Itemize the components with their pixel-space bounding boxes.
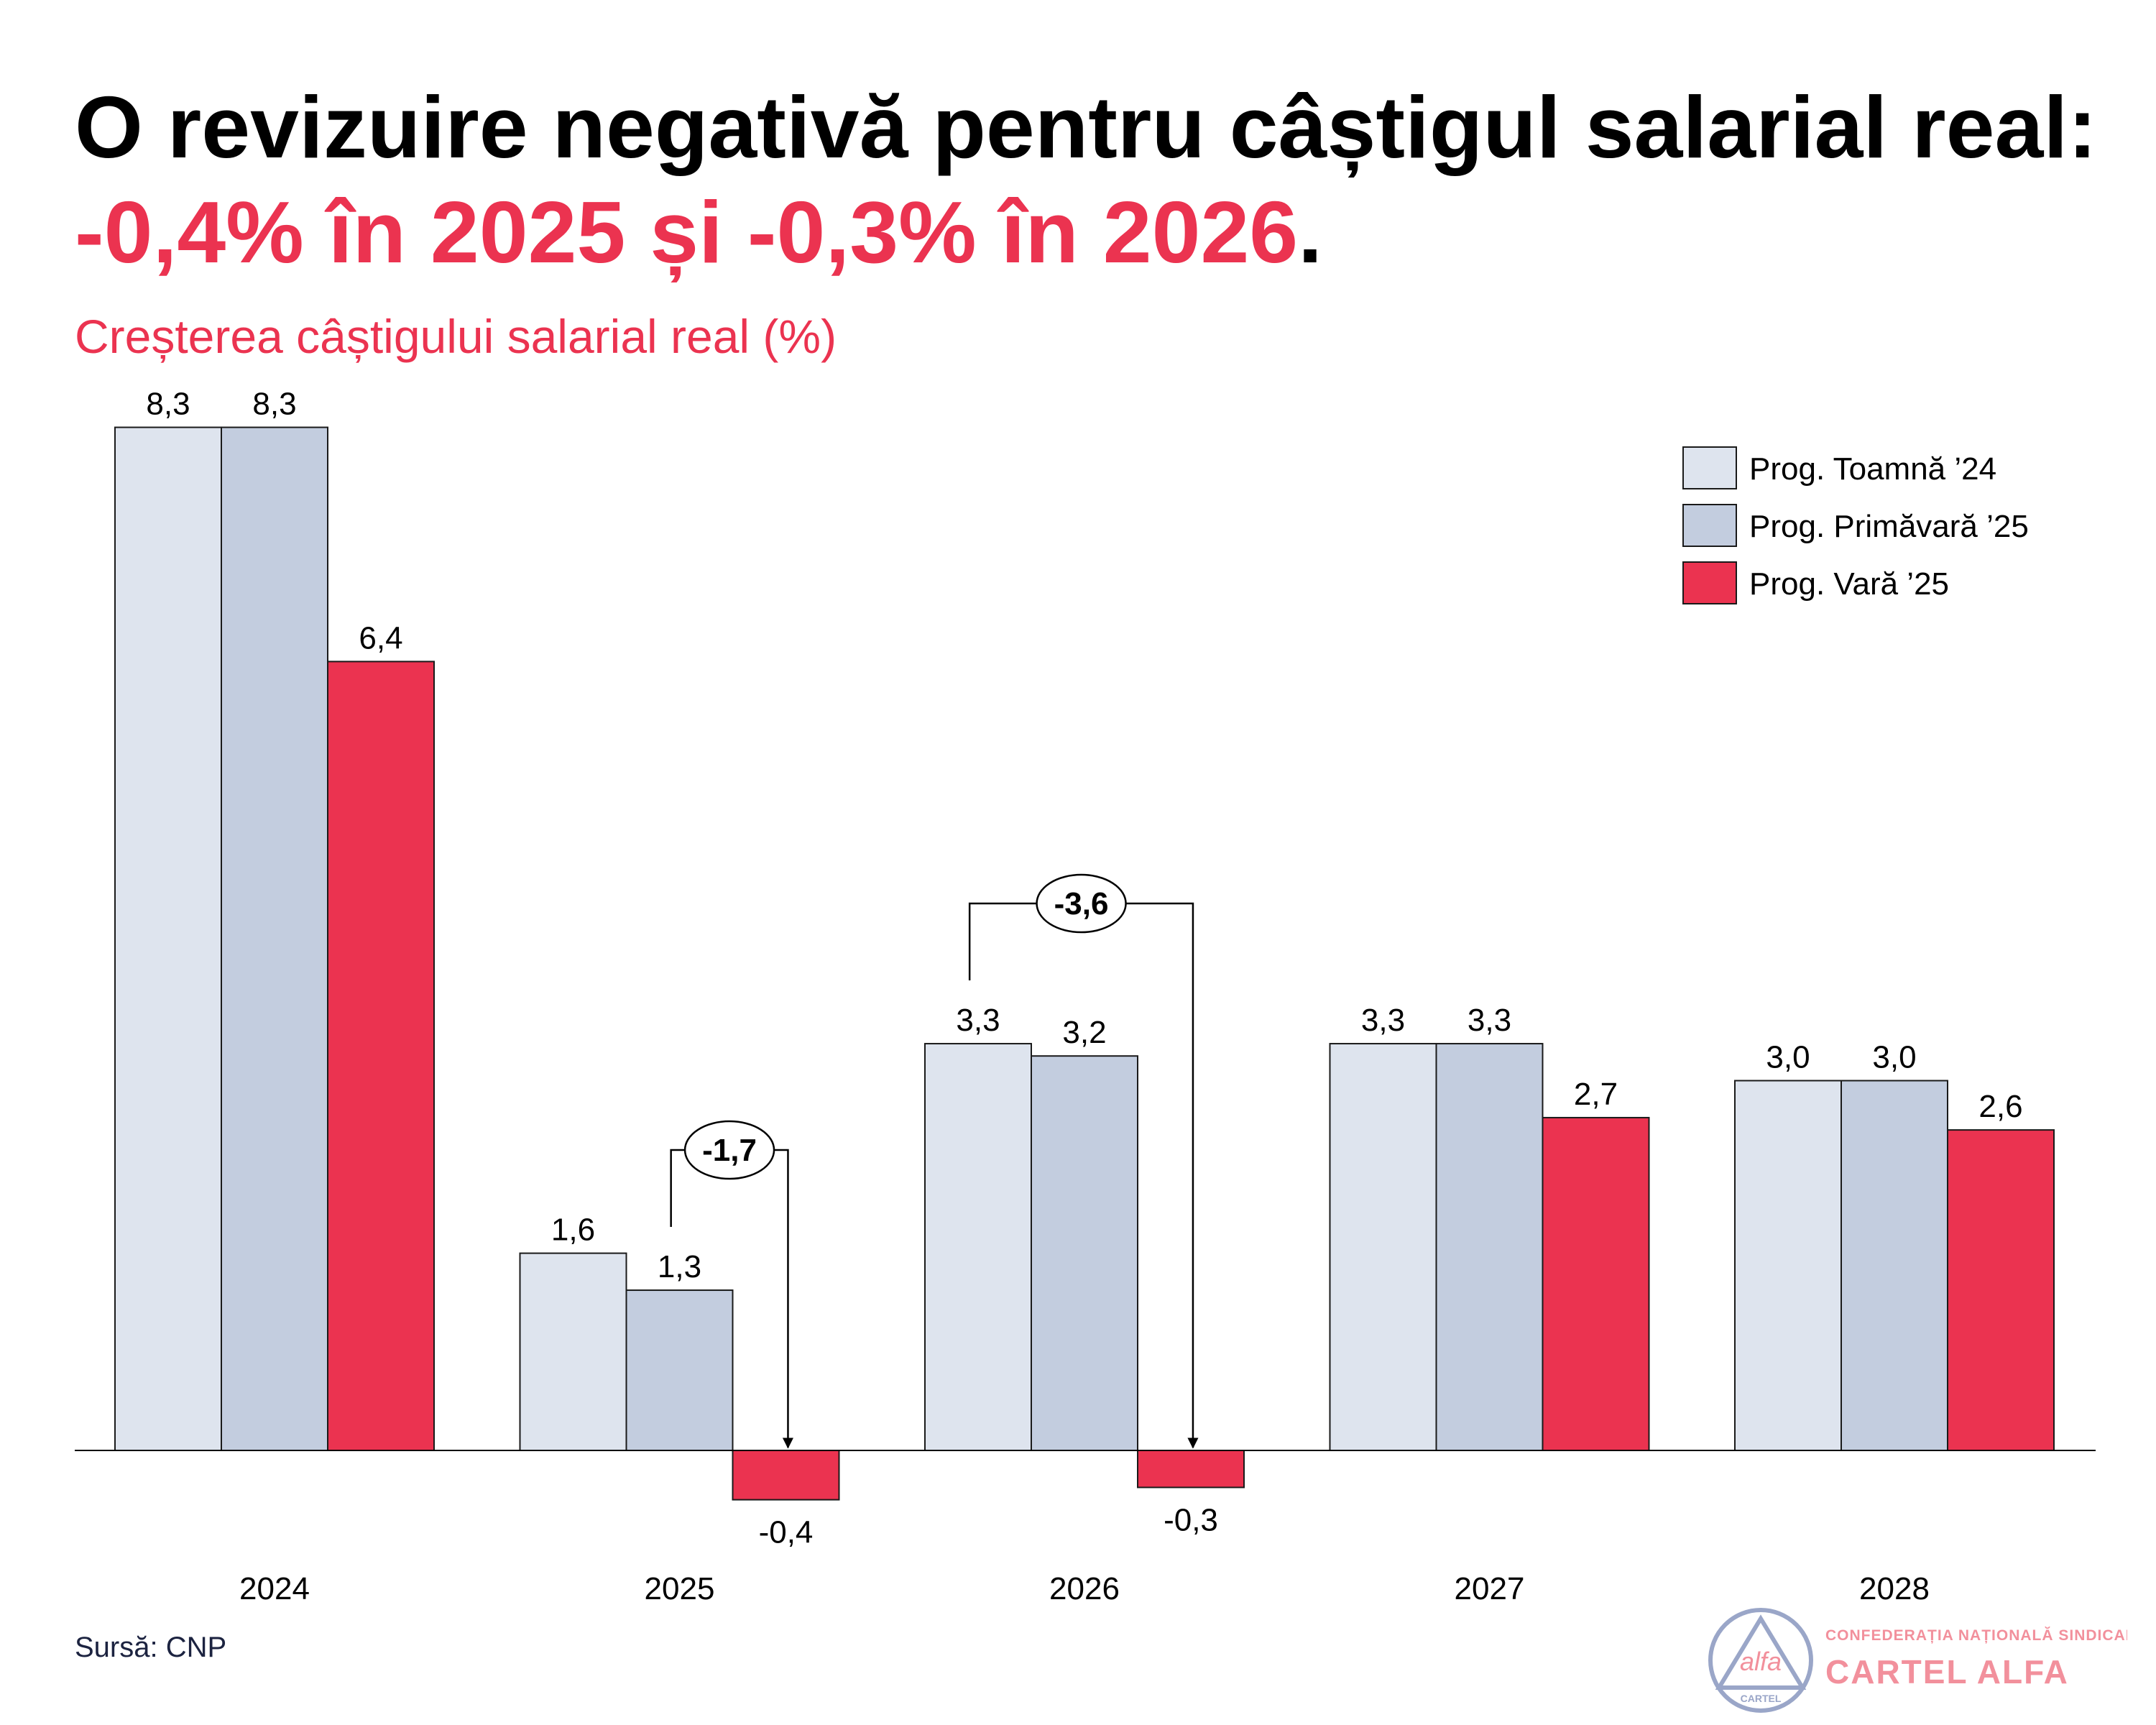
data-label: 3,2: [1062, 1015, 1106, 1050]
logo-org-line: CONFEDERAȚIA NAȚIONALĂ SINDICALĂ: [1825, 1627, 2127, 1644]
logo-emblem-icon: alfa CARTEL: [1708, 1608, 1813, 1713]
x-tick-label: 2028: [1859, 1571, 1930, 1606]
data-label: 6,4: [359, 620, 402, 656]
legend-swatch: [1682, 504, 1737, 547]
data-label: -0,3: [1164, 1502, 1218, 1537]
bar: [625, 1289, 734, 1452]
title-text: O revizuire negativă pentru câștigul sal…: [75, 78, 2097, 176]
logo-emblem-small: CARTEL: [1741, 1693, 1782, 1704]
legend-swatch: [1682, 561, 1737, 604]
logo-name: CARTEL ALFA: [1825, 1653, 2069, 1690]
legend-label: Prog. Toamnă ’24: [1749, 451, 1996, 487]
legend-label: Prog. Vară ’25: [1749, 566, 1949, 602]
x-tick-label: 2025: [645, 1571, 715, 1606]
data-label: 3,3: [1468, 1003, 1511, 1038]
bar: [924, 1043, 1032, 1452]
bar: [1329, 1043, 1437, 1452]
bar: [732, 1450, 840, 1501]
title-highlight: -0,4% în 2025 și -0,3% în 2026: [75, 183, 1299, 281]
source-note: Sursă: CNP: [75, 1632, 227, 1663]
title-end: .: [1298, 183, 1323, 281]
data-label: 3,0: [1766, 1040, 1810, 1075]
x-tick-label: 2027: [1455, 1571, 1525, 1606]
data-label: -0,4: [759, 1515, 814, 1550]
data-label: 3,3: [1361, 1003, 1405, 1038]
bar: [519, 1252, 627, 1451]
data-label: 2,6: [1978, 1089, 2022, 1124]
data-label: 8,3: [252, 387, 296, 422]
bar: [221, 426, 328, 1451]
difference-label: -1,7: [702, 1133, 757, 1168]
legend-swatch: [1682, 446, 1737, 489]
bar: [114, 426, 222, 1451]
bar-chart: 8,3 1,6 3,3 3,3 3,0 8,3 1,3 3,2 3,3 3,0 6,4 -0,4 -0,…: [75, 387, 2096, 1606]
bar: [1841, 1080, 1948, 1451]
bar: [1947, 1129, 2055, 1451]
legend-label: Prog. Primăvară ’25: [1749, 509, 2029, 544]
data-label: 1,3: [658, 1249, 701, 1284]
difference-callout: [1036, 873, 1127, 934]
bar: [1435, 1043, 1544, 1452]
data-label: 1,6: [551, 1213, 595, 1248]
x-tick-label: 2024: [239, 1571, 310, 1606]
bar: [327, 661, 435, 1451]
chart-title: O revizuire negativă pentru câștigul sal…: [75, 75, 2101, 285]
bar: [1542, 1116, 1650, 1451]
logo-emblem-word: alfa: [1740, 1647, 1782, 1676]
data-label: 3,3: [956, 1003, 1000, 1038]
data-label: 8,3: [146, 387, 190, 422]
bar: [1031, 1055, 1138, 1451]
cartel-alfa-logo: alfa CARTEL CONFEDERAȚIA NAȚIONALĂ SINDI…: [1708, 1608, 2127, 1713]
data-label: 2,7: [1574, 1077, 1618, 1112]
difference-label: -3,6: [1054, 886, 1109, 921]
chart-subtitle: Creșterea câștigului salarial real (%): [75, 310, 837, 363]
bar: [1734, 1080, 1842, 1451]
data-label: 3,0: [1872, 1040, 1916, 1075]
x-tick-label: 2026: [1049, 1571, 1120, 1606]
difference-callout: [683, 1120, 775, 1180]
bar: [1137, 1450, 1245, 1489]
